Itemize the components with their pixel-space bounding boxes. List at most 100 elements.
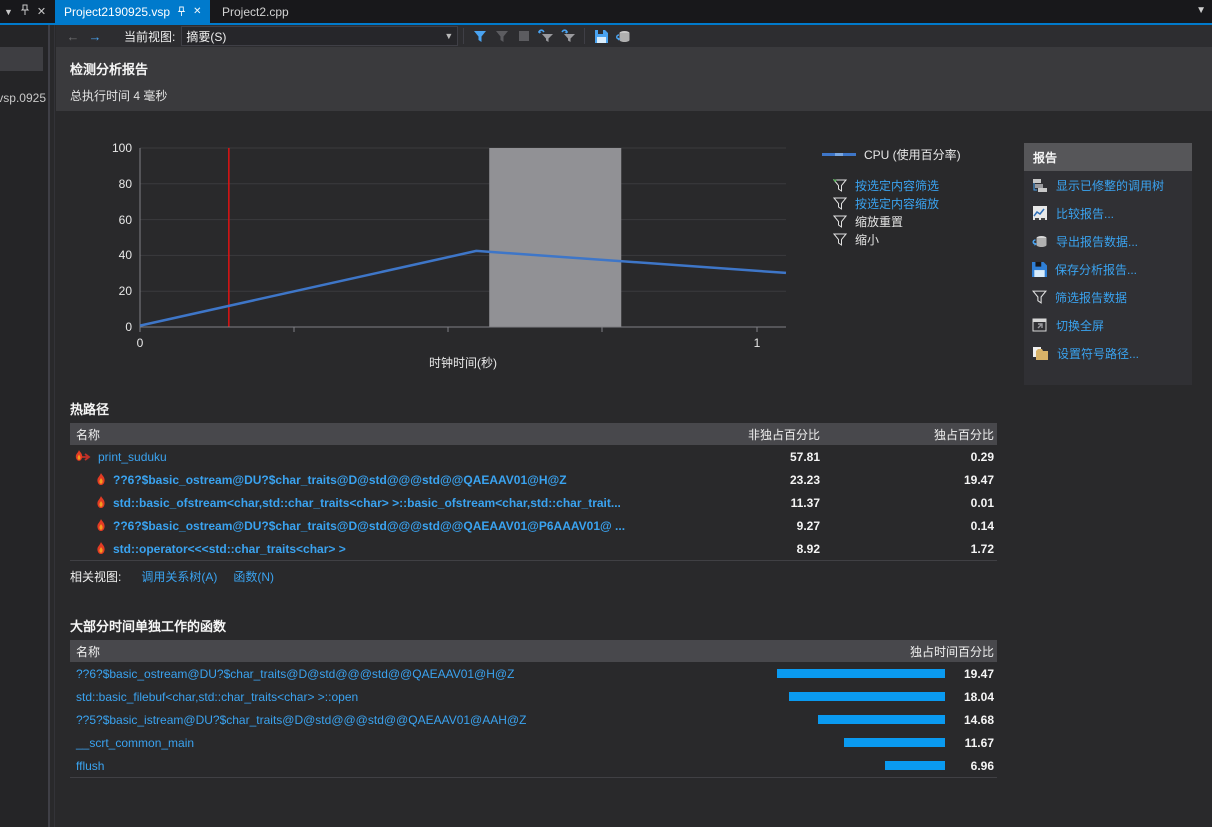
percent-value: 18.04 <box>964 690 994 704</box>
report-title: 检测分析报告 <box>70 59 148 78</box>
exclusive-functions-table: 名称 独占时间百分比 ??6?$basic_ostream@DU?$char_t… <box>70 640 997 778</box>
report-header-band: 检测分析报告 总执行时间 4 毫秒 <box>56 47 1212 111</box>
vs-profiler-window: ▼ ✕ Project2190925.vsp ✕ Project2.cpp ▼ … <box>0 0 1212 827</box>
save-analyzed-report-link[interactable]: 保存分析报告... <box>1024 255 1192 283</box>
forward-arrow-icon[interactable]: → <box>84 29 106 44</box>
pin-icon[interactable] <box>20 4 30 19</box>
set-symbol-path-link[interactable]: 设置符号路径... <box>1024 339 1192 367</box>
vertical-divider <box>48 25 50 827</box>
cpu-usage-chart[interactable]: 100 80 60 40 20 0 0 1 时钟时间(秒) <box>84 140 804 380</box>
compare-reports-icon <box>1032 205 1048 221</box>
column-name[interactable]: 名称 <box>70 643 100 660</box>
symbol-path-icon <box>1032 346 1049 361</box>
chart-selection-region[interactable] <box>489 148 621 327</box>
reset-zoom-link[interactable]: 缩放重置 <box>833 212 939 230</box>
column-exclusive-time-percent[interactable]: 独占时间百分比 <box>910 643 994 660</box>
chart-legend: CPU (使用百分率) <box>822 146 961 163</box>
y-axis-labels: 100 80 60 40 20 0 <box>112 141 132 334</box>
legend-line-sample <box>822 153 856 156</box>
export-filter-icon[interactable] <box>557 26 579 46</box>
svg-text:80: 80 <box>119 177 133 191</box>
inclusive-value: 23.23 <box>790 473 820 487</box>
filter-icon <box>833 179 847 192</box>
window-menu-chevron-icon[interactable]: ▼ <box>4 7 13 17</box>
column-exclusive-percent[interactable]: 独占百分比 <box>934 426 994 443</box>
svg-text:20: 20 <box>119 284 133 298</box>
close-icon[interactable]: ✕ <box>37 5 46 18</box>
zoom-out-link[interactable]: 缩小 <box>833 230 939 248</box>
percent-value: 14.68 <box>964 713 994 727</box>
import-filter-icon[interactable] <box>535 26 557 46</box>
report-panel: 报告 显示已修整的调用树 比较报告... 导出报告数据... 保存分析报告...… <box>1024 143 1192 385</box>
exclusive-value: 19.47 <box>964 473 994 487</box>
pin-icon[interactable] <box>177 6 186 17</box>
chart-action-links: 按选定内容筛选 按选定内容缩放 缩放重置 缩小 <box>833 176 939 248</box>
percent-bar <box>789 692 945 701</box>
export-data-icon[interactable] <box>612 26 634 46</box>
table-row[interactable]: ??6?$basic_ostream@DU?$char_traits@D@std… <box>70 662 997 685</box>
table-row[interactable]: std::basic_filebuf<char,std::char_traits… <box>70 685 997 708</box>
svg-text:100: 100 <box>112 141 132 155</box>
filter-report-data-link[interactable]: 筛选报告数据 <box>1024 283 1192 311</box>
call-tree-link[interactable]: 调用关系树(A) <box>141 568 217 585</box>
toolbar-separator <box>463 28 464 44</box>
cpu-usage-line <box>140 251 786 326</box>
exclusive-value: 0.14 <box>971 519 994 533</box>
percent-bar <box>777 669 945 678</box>
show-trimmed-call-tree-link[interactable]: 显示已修整的调用树 <box>1024 171 1192 199</box>
flame-icon <box>95 496 107 509</box>
svg-text:40: 40 <box>119 248 133 262</box>
stop-button[interactable] <box>513 26 535 46</box>
inclusive-value: 11.37 <box>791 496 820 510</box>
chart-gridlines <box>140 148 786 291</box>
report-toolbar: ← → 当前视图: 摘要(S) ▼ <box>56 25 1212 47</box>
inclusive-value: 57.81 <box>790 450 820 464</box>
hot-path-table-header: 名称 非独占百分比 独占百分比 <box>70 423 997 445</box>
table-row[interactable]: ??6?$basic_ostream@DU?$char_traits@D@std… <box>70 514 997 537</box>
filter-by-selection-link[interactable]: 按选定内容筛选 <box>833 176 939 194</box>
tab-project2-cpp[interactable]: Project2.cpp <box>213 0 298 23</box>
zoom-by-selection-link[interactable]: 按选定内容缩放 <box>833 194 939 212</box>
column-inclusive-percent[interactable]: 非独占百分比 <box>748 426 820 443</box>
table-row[interactable]: print_suduku 57.81 0.29 <box>70 445 997 468</box>
tab-list-chevron-icon[interactable]: ▼ <box>1196 5 1206 16</box>
percent-bar <box>844 738 945 747</box>
tab-project2190925-vsp[interactable]: Project2190925.vsp ✕ <box>55 0 210 23</box>
clear-filter-button[interactable] <box>491 26 513 46</box>
table-row[interactable]: std::operator<<<std::char_traits<char> >… <box>70 537 997 560</box>
related-views: 相关视图: 调用关系树(A) 函数(N) <box>70 568 274 585</box>
percent-value: 6.96 <box>971 759 994 773</box>
table-row[interactable]: std::basic_ofstream<char,std::char_trait… <box>70 491 997 514</box>
close-icon[interactable]: ✕ <box>193 6 201 17</box>
save-analyzed-report-icon <box>1032 262 1047 277</box>
tab-label: Project2190925.vsp <box>64 5 170 19</box>
table-row[interactable]: __scrt_common_main 11.67 <box>70 731 997 754</box>
report-panel-title: 报告 <box>1024 143 1192 171</box>
save-icon[interactable] <box>590 26 612 46</box>
table-row[interactable]: fflush 6.96 <box>70 754 997 777</box>
vertical-divider <box>54 25 55 827</box>
export-report-data-link[interactable]: 导出报告数据... <box>1024 227 1192 255</box>
column-name[interactable]: 名称 <box>70 426 100 443</box>
percent-bar <box>885 761 945 770</box>
toggle-fullscreen-link[interactable]: 切换全屏 <box>1024 311 1192 339</box>
flame-icon <box>95 542 107 555</box>
functions-link[interactable]: 函数(N) <box>233 568 274 585</box>
percent-bar <box>818 715 945 724</box>
total-execution-time: 总执行时间 4 毫秒 <box>70 87 167 104</box>
current-view-dropdown[interactable]: 摘要(S) ▼ <box>181 26 458 46</box>
table-row[interactable]: ??6?$basic_ostream@DU?$char_traits@D@std… <box>70 468 997 491</box>
current-view-value: 摘要(S) <box>186 28 226 45</box>
exclusive-functions-title: 大部分时间单独工作的函数 <box>70 616 226 635</box>
table-row[interactable]: ??5?$basic_istream@DU?$char_traits@D@std… <box>70 708 997 731</box>
filter-button[interactable] <box>469 26 491 46</box>
hot-path-title: 热路径 <box>70 399 109 418</box>
tool-window-corner-controls: ▼ ✕ <box>0 0 52 23</box>
compare-reports-link[interactable]: 比较报告... <box>1024 199 1192 227</box>
svg-text:0: 0 <box>137 336 144 350</box>
filter-icon <box>833 233 847 246</box>
percent-value: 11.67 <box>965 736 994 750</box>
back-arrow-icon[interactable]: ← <box>62 29 84 44</box>
svg-text:60: 60 <box>119 213 133 227</box>
flame-icon <box>95 519 107 532</box>
